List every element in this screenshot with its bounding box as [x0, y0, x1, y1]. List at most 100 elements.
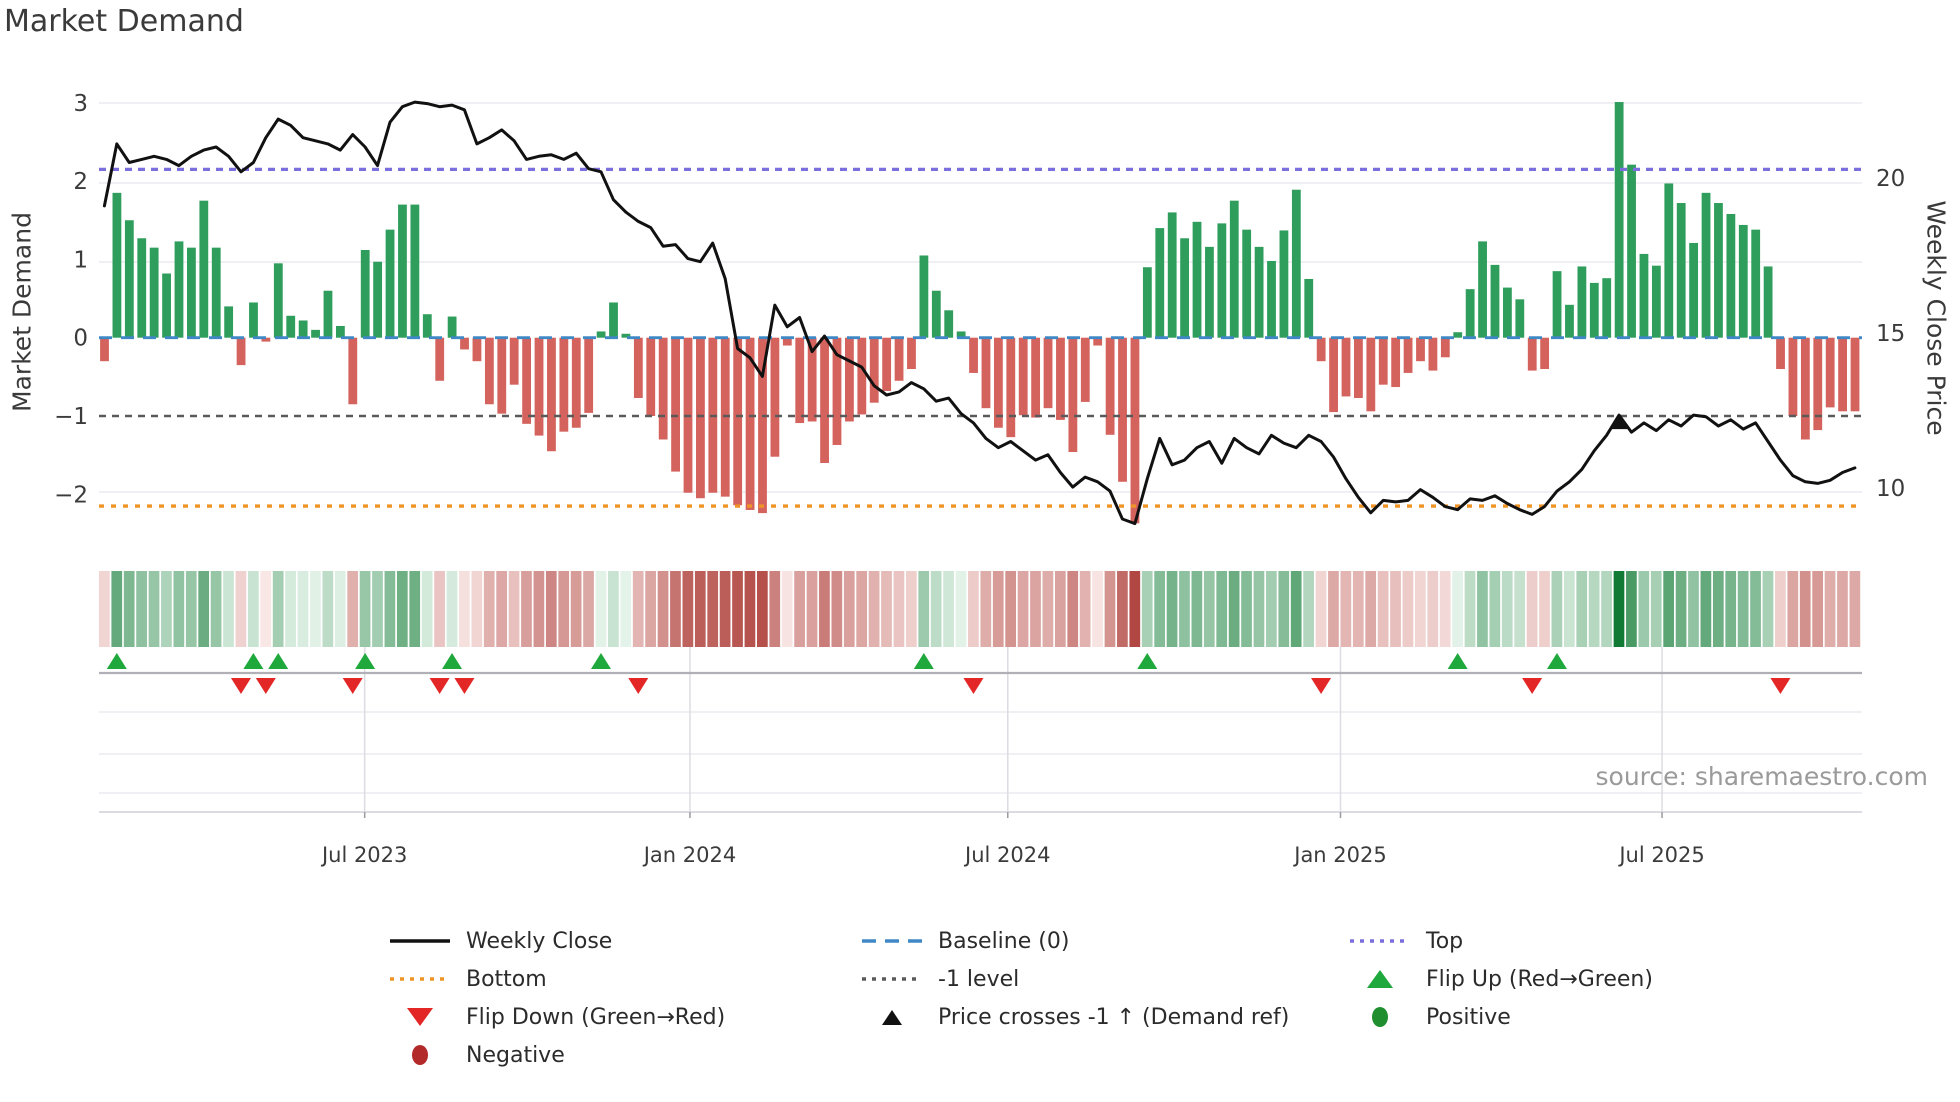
heatmap-cell: [1241, 571, 1252, 647]
flip-up-marker: [1546, 653, 1567, 669]
heatmap-cell: [794, 571, 805, 647]
heatmap-cell: [148, 571, 160, 647]
demand-bar: [1205, 246, 1214, 338]
heatmap-cell: [694, 571, 706, 647]
demand-bar: [795, 337, 805, 424]
demand-bar: [1403, 337, 1413, 373]
legend-item-top: Top: [1348, 928, 1778, 954]
x-tick-label: Jul 2023: [320, 843, 407, 867]
demand-bar: [1776, 337, 1785, 370]
chart-canvas: Jul 2023 Jan 2024 Jul 2024 Jan 2025 Jul 2025…: [54, 91, 1905, 867]
demand-bar: [1105, 337, 1115, 435]
demand-bar: [944, 310, 954, 338]
heatmap-cell: [980, 571, 992, 647]
heatmap-cell: [434, 571, 445, 647]
legend-dot-icon: [412, 1045, 428, 1065]
heatmap-cell: [1352, 571, 1364, 647]
demand-bar: [335, 325, 345, 338]
flip-up-marker: [268, 653, 289, 669]
y-tick-label-demand: −2: [54, 482, 88, 508]
heatmap-cell: [744, 571, 756, 647]
demand-bar: [1800, 337, 1810, 440]
heatmap-cell: [396, 571, 408, 647]
legend-item-baseline-0: Baseline (0): [860, 928, 1348, 954]
demand-bar: [1465, 289, 1475, 338]
heatmap-cell: [1762, 571, 1774, 647]
heatmap-cell: [459, 571, 470, 647]
heatmap-cell: [1750, 571, 1761, 647]
demand-bar: [845, 337, 854, 422]
flip-up-marker: [243, 653, 264, 669]
demand-bar: [1341, 337, 1351, 397]
demand-bar: [149, 247, 159, 338]
y-tick-label-price: 15: [1876, 321, 1905, 347]
demand-bar: [199, 200, 209, 338]
demand-bar: [1366, 337, 1376, 412]
demand-bar: [174, 241, 184, 338]
legend-item-positive: Positive: [1348, 1004, 1778, 1030]
demand-bar: [1726, 213, 1736, 338]
demand-bar: [385, 229, 395, 338]
demand-bar: [1043, 337, 1053, 409]
heatmap-cell: [781, 571, 793, 647]
heatmap-cell: [992, 571, 1004, 647]
demand-bar: [1354, 337, 1363, 398]
demand-bar: [1552, 271, 1562, 338]
legend-item-flip-up-red-green: Flip Up (Red→Green): [1348, 966, 1778, 992]
heatmap-cell: [1228, 571, 1240, 647]
demand-bar: [1453, 332, 1463, 338]
demand-bar: [112, 192, 122, 338]
demand-bar: [1714, 203, 1723, 338]
demand-bar: [1167, 212, 1177, 338]
heatmap-cell: [868, 571, 880, 647]
flip-up-marker: [442, 653, 463, 669]
demand-bar: [969, 337, 978, 373]
demand-bar: [348, 337, 358, 405]
flip-down-marker: [230, 678, 251, 694]
legend-item-negative: Negative: [388, 1042, 860, 1068]
demand-bar: [1440, 337, 1450, 358]
demand-bar: [1056, 337, 1065, 420]
heatmap-cell: [1824, 571, 1836, 647]
heatmap-cell: [1278, 571, 1290, 647]
demand-bar: [1850, 337, 1860, 412]
heatmap-cell: [1725, 571, 1737, 647]
demand-bar: [956, 331, 966, 338]
demand-bar: [1142, 267, 1152, 338]
heatmap-cell: [1166, 571, 1178, 647]
heatmap-cell: [620, 571, 632, 647]
heatmap-cell: [1179, 571, 1190, 647]
legend-label: Negative: [466, 1042, 565, 1068]
heatmap-cell: [359, 571, 371, 647]
heatmap-cell: [1079, 571, 1091, 647]
demand-bar: [1080, 337, 1090, 402]
demand-bar: [497, 337, 507, 414]
heatmap-cell: [905, 571, 917, 647]
flip-up-marker: [355, 653, 376, 669]
demand-bar: [298, 320, 308, 338]
demand-bar: [931, 290, 941, 338]
heatmap-cell: [1328, 571, 1339, 647]
demand-bar: [596, 331, 606, 338]
y-tick-label-demand: 3: [73, 91, 88, 117]
legend-label: Price crosses -1 ↑ (Demand ref): [938, 1004, 1290, 1030]
heatmap-cell: [719, 571, 731, 647]
heatmap-cell: [1129, 571, 1141, 647]
legend-triangle-icon: [407, 1008, 433, 1026]
heatmap-cell: [372, 571, 383, 647]
demand-bar: [484, 337, 494, 405]
flip-down-marker: [628, 678, 649, 694]
legend-triangle-icon: [882, 1010, 902, 1025]
heatmap-cell: [1464, 571, 1476, 647]
heatmap-cell: [583, 571, 594, 647]
y-tick-label-demand: −1: [54, 404, 88, 430]
x-tick-label: Jul 2024: [963, 843, 1050, 867]
heatmap-cell: [1203, 571, 1215, 647]
heatmap-cell: [1688, 571, 1699, 647]
heatmap-cell: [1737, 571, 1749, 647]
legend-item-weekly-close: Weekly Close: [388, 928, 860, 954]
legend-line-swatch: [390, 939, 450, 943]
demand-bar: [807, 337, 817, 422]
heatmap-cell: [1377, 571, 1389, 647]
flip-down-marker: [1522, 678, 1543, 694]
